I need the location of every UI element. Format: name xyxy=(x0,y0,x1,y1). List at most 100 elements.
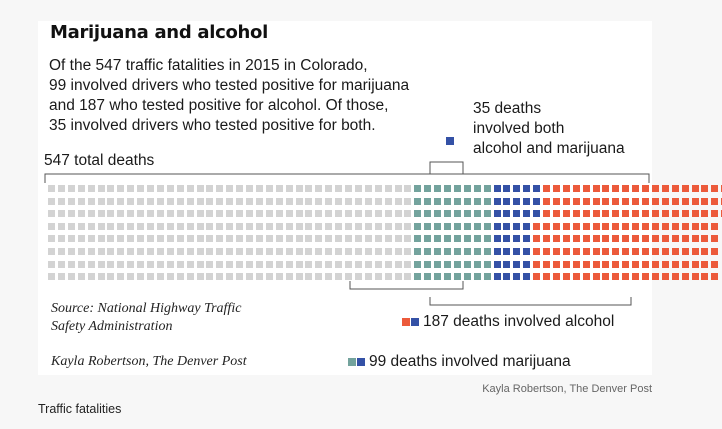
marijuana-square xyxy=(434,222,442,230)
no-substance-square xyxy=(285,248,293,255)
alcohol-square xyxy=(552,197,560,205)
no-substance-square xyxy=(216,210,224,218)
no-substance-square xyxy=(354,185,362,192)
alcohol-square xyxy=(612,260,620,268)
no-substance-square xyxy=(206,248,214,255)
no-substance-square xyxy=(186,260,194,268)
no-substance-square xyxy=(127,273,135,281)
marijuana-square xyxy=(414,248,422,255)
alcohol-square xyxy=(642,235,649,243)
no-substance-square xyxy=(364,210,372,218)
marijuana-square xyxy=(483,248,491,255)
no-substance-square xyxy=(196,273,204,281)
no-substance-square xyxy=(384,197,392,205)
no-substance-square xyxy=(384,273,392,281)
no-substance-square xyxy=(345,197,352,205)
no-substance-square xyxy=(87,185,95,192)
alcohol-square xyxy=(711,235,719,243)
no-substance-square xyxy=(107,260,115,268)
no-substance-square xyxy=(305,235,313,243)
no-substance-square xyxy=(137,185,145,192)
no-substance-square xyxy=(265,260,273,268)
no-substance-square xyxy=(285,260,293,268)
alcohol-square xyxy=(671,235,679,243)
both-square xyxy=(533,197,541,205)
alcohol-square xyxy=(701,197,709,205)
waffle-grid xyxy=(48,185,722,295)
no-substance-square xyxy=(196,260,204,268)
no-substance-square xyxy=(246,197,253,205)
both-label-line: involved both xyxy=(473,120,565,137)
alcohol-square xyxy=(572,260,580,268)
marijuana-square xyxy=(483,235,491,243)
no-substance-square xyxy=(48,185,55,192)
marijuana-square xyxy=(483,197,491,205)
no-substance-square xyxy=(166,185,174,192)
both-square xyxy=(503,210,511,218)
alcohol-square xyxy=(681,235,689,243)
marijuana-square xyxy=(483,222,491,230)
source-line: Safety Administration xyxy=(51,319,173,334)
no-substance-square xyxy=(354,248,362,255)
both-square xyxy=(503,235,511,243)
no-substance-square xyxy=(196,248,204,255)
both-square xyxy=(513,260,521,268)
alcohol-square xyxy=(592,210,600,218)
both-square xyxy=(513,273,521,281)
marijuana-square xyxy=(424,235,432,243)
alcohol-square xyxy=(642,248,649,255)
alcohol-square xyxy=(651,222,659,230)
no-substance-square xyxy=(305,248,313,255)
no-substance-square xyxy=(236,260,244,268)
no-substance-square xyxy=(255,235,263,243)
no-substance-square xyxy=(374,235,382,243)
no-substance-square xyxy=(166,197,174,205)
no-substance-square xyxy=(117,185,125,192)
both-square xyxy=(513,248,521,255)
no-substance-square xyxy=(265,273,273,281)
marijuana-square xyxy=(414,273,422,281)
no-substance-square xyxy=(246,273,253,281)
alcohol-square xyxy=(681,222,689,230)
both-square xyxy=(523,185,531,192)
no-substance-square xyxy=(97,197,105,205)
no-substance-square xyxy=(87,222,95,230)
no-substance-square xyxy=(404,260,412,268)
no-substance-square xyxy=(176,197,184,205)
marijuana-square xyxy=(424,260,432,268)
no-substance-square xyxy=(196,197,204,205)
no-substance-square xyxy=(156,235,164,243)
no-substance-square xyxy=(404,210,412,218)
alcohol-square xyxy=(602,222,610,230)
no-substance-square xyxy=(127,197,135,205)
both-square xyxy=(493,210,501,218)
no-substance-square xyxy=(394,248,402,255)
no-substance-square xyxy=(57,222,65,230)
no-substance-square xyxy=(364,197,372,205)
no-substance-square xyxy=(216,273,224,281)
alcohol-square xyxy=(701,273,709,281)
alcohol-square xyxy=(642,260,649,268)
alcohol-square xyxy=(592,235,600,243)
no-substance-square xyxy=(127,210,135,218)
no-substance-square xyxy=(77,210,85,218)
no-substance-square xyxy=(147,260,154,268)
no-substance-square xyxy=(196,222,204,230)
no-substance-square xyxy=(67,273,75,281)
marijuana-square xyxy=(414,222,422,230)
both-square xyxy=(513,235,521,243)
no-substance-square xyxy=(404,197,412,205)
no-substance-square xyxy=(236,185,244,192)
no-substance-square xyxy=(166,222,174,230)
no-substance-square xyxy=(305,210,313,218)
alcohol-square xyxy=(612,248,620,255)
no-substance-square xyxy=(364,248,372,255)
no-substance-square xyxy=(394,197,402,205)
both-square xyxy=(493,248,501,255)
alcohol-square xyxy=(691,222,699,230)
alcohol-square xyxy=(552,260,560,268)
alcohol-square xyxy=(622,248,630,255)
alcohol-square xyxy=(612,273,620,281)
alcohol-square xyxy=(572,210,580,218)
no-substance-square xyxy=(325,222,333,230)
